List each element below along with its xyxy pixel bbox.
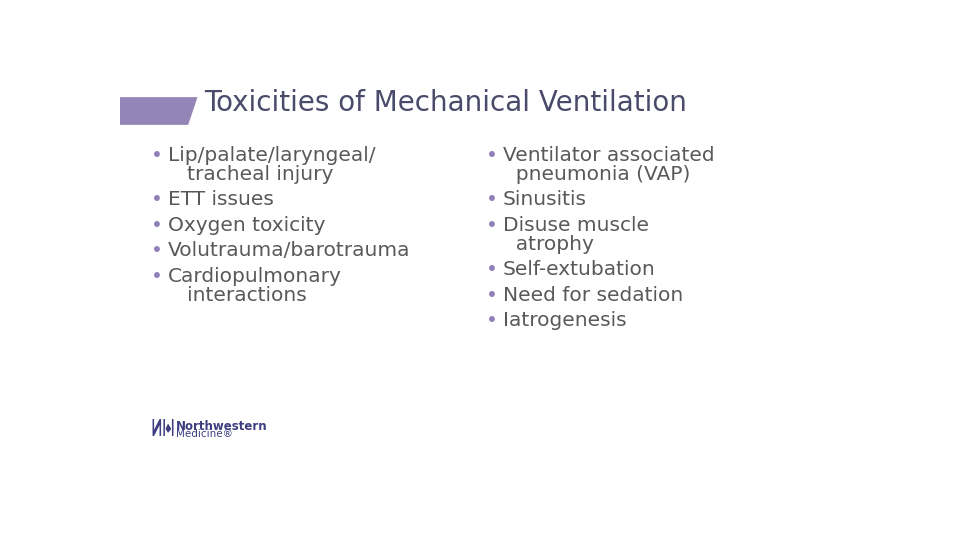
Text: •: • <box>486 260 498 279</box>
Text: Self-extubation: Self-extubation <box>503 260 656 279</box>
Text: •: • <box>486 311 498 330</box>
Text: Need for sedation: Need for sedation <box>503 286 684 305</box>
Polygon shape <box>120 97 198 125</box>
Text: Northwestern: Northwestern <box>176 420 268 433</box>
Text: pneumonia (VAP): pneumonia (VAP) <box>503 165 690 184</box>
Text: ETT issues: ETT issues <box>168 190 274 210</box>
Text: •: • <box>152 190 163 210</box>
Text: Disuse muscle: Disuse muscle <box>503 215 649 235</box>
Text: •: • <box>486 146 498 165</box>
Text: •: • <box>152 146 163 165</box>
Text: Lip/palate/laryngeal/: Lip/palate/laryngeal/ <box>168 146 375 165</box>
Text: •: • <box>486 190 498 210</box>
Text: Iatrogenesis: Iatrogenesis <box>503 311 627 330</box>
Text: Volutrauma/barotrauma: Volutrauma/barotrauma <box>168 241 411 260</box>
Text: •: • <box>152 241 163 260</box>
Text: Toxicities of Mechanical Ventilation: Toxicities of Mechanical Ventilation <box>204 89 686 117</box>
Text: •: • <box>486 286 498 305</box>
Text: Sinusitis: Sinusitis <box>503 190 587 210</box>
Text: •: • <box>152 215 163 235</box>
Text: tracheal injury: tracheal injury <box>168 165 333 184</box>
Text: •: • <box>486 215 498 235</box>
Text: Cardiopulmonary: Cardiopulmonary <box>168 267 342 286</box>
Text: atrophy: atrophy <box>503 235 593 254</box>
Polygon shape <box>163 419 174 436</box>
Text: Ventilator associated: Ventilator associated <box>503 146 714 165</box>
Polygon shape <box>153 419 161 436</box>
Text: •: • <box>152 267 163 286</box>
Text: Oxygen toxicity: Oxygen toxicity <box>168 215 325 235</box>
Text: Medicine®: Medicine® <box>176 429 232 439</box>
Text: interactions: interactions <box>168 286 307 305</box>
